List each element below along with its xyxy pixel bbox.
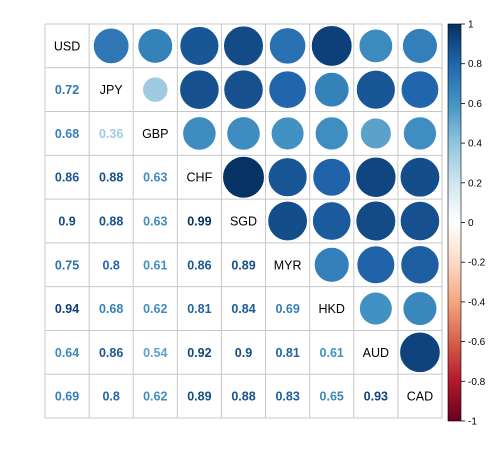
- correlation-value-label: 0.63: [143, 215, 167, 229]
- variable-label: CAD: [407, 390, 433, 404]
- correlation-circle: [268, 201, 307, 240]
- correlation-circle: [314, 247, 349, 282]
- correlation-circle: [313, 202, 351, 240]
- correlation-value-label: 0.83: [275, 390, 299, 404]
- correlation-circle: [224, 70, 263, 109]
- correlation-circle: [400, 332, 440, 372]
- correlation-circle: [143, 77, 168, 102]
- correlation-circle: [360, 118, 391, 149]
- correlation-value-label: 0.86: [55, 171, 79, 185]
- correlation-value-label: 0.8: [102, 258, 119, 272]
- correlation-circle: [270, 28, 306, 64]
- correlation-value-label: 0.92: [187, 346, 211, 360]
- color-bar-tick-label: -0.4: [468, 297, 486, 308]
- color-bar-tick-label: -0.2: [468, 258, 486, 269]
- correlation-circle: [268, 158, 307, 197]
- correlation-value-label: 0.61: [143, 258, 167, 272]
- correlation-value-label: 0.81: [275, 346, 299, 360]
- variable-label: AUD: [363, 346, 389, 360]
- correlation-value-label: 0.68: [99, 302, 123, 316]
- correlation-value-label: 0.68: [55, 127, 79, 141]
- correlation-value-label: 0.94: [55, 302, 79, 316]
- color-bar-tick-label: -0.8: [468, 377, 486, 388]
- correlation-value-label: 0.61: [320, 346, 344, 360]
- correlation-value-label: 0.84: [231, 302, 255, 316]
- correlation-value-label: 0.86: [187, 258, 211, 272]
- correlation-circle: [400, 158, 439, 197]
- correlation-circle: [93, 28, 128, 63]
- correlation-circle: [314, 72, 348, 106]
- correlation-circle: [360, 292, 393, 325]
- correlation-circle: [313, 158, 351, 196]
- correlation-value-label: 0.54: [143, 346, 167, 360]
- correlation-value-label: 0.75: [55, 258, 79, 272]
- correlation-circle: [223, 156, 265, 198]
- color-bar-tick-label: 0: [468, 218, 474, 229]
- variable-label: CHF: [187, 171, 213, 185]
- variable-label: GBP: [142, 127, 168, 141]
- variable-label: MYR: [274, 258, 302, 272]
- correlation-circle: [400, 201, 439, 240]
- correlation-circle: [227, 117, 260, 150]
- correlation-value-label: 0.93: [364, 390, 388, 404]
- correlation-value-label: 0.89: [187, 390, 211, 404]
- variable-label: HKD: [319, 302, 345, 316]
- correlation-circle: [357, 246, 395, 284]
- correlation-circle: [401, 246, 439, 284]
- correlation-value-label: 0.62: [143, 390, 167, 404]
- correlation-circle: [356, 201, 396, 241]
- correlation-circle: [359, 29, 392, 62]
- correlation-circle: [403, 29, 438, 64]
- correlation-circle: [403, 292, 437, 326]
- color-bar-tick-label: 0.2: [468, 178, 482, 189]
- variable-label: SGD: [230, 215, 257, 229]
- correlation-circle: [224, 26, 264, 66]
- correlation-value-label: 0.8: [102, 390, 119, 404]
- correlation-value-label: 0.69: [55, 390, 79, 404]
- correlation-circle: [138, 29, 172, 63]
- correlation-value-label: 0.63: [143, 171, 167, 185]
- color-bar-tick-label: 0.8: [468, 59, 482, 70]
- color-bar-tick-label: -1: [468, 417, 477, 428]
- color-bar-tick-label: 0.6: [468, 99, 482, 110]
- correlation-circle: [311, 26, 352, 66]
- correlation-value-label: 0.81: [187, 302, 211, 316]
- correlation-value-label: 0.69: [275, 302, 299, 316]
- correlation-value-label: 0.9: [235, 346, 252, 360]
- color-bar: [448, 24, 461, 421]
- variable-label: USD: [54, 39, 80, 53]
- correlation-circle: [271, 117, 304, 150]
- correlation-circle: [356, 157, 396, 197]
- correlation-circle: [315, 117, 348, 150]
- correlation-value-label: 0.99: [187, 215, 211, 229]
- color-bar-tick-label: 1: [468, 20, 474, 31]
- correlation-value-label: 0.89: [231, 258, 255, 272]
- correlation-circle: [403, 117, 436, 150]
- correlation-circle: [356, 70, 395, 109]
- correlation-value-label: 0.62: [143, 302, 167, 316]
- correlation-value-label: 0.86: [99, 346, 123, 360]
- correlation-circle: [180, 70, 219, 109]
- correlation-circle: [269, 71, 306, 108]
- correlation-value-label: 0.88: [99, 171, 123, 185]
- correlation-circle: [183, 117, 216, 150]
- color-bar-tick-label: -0.6: [468, 337, 486, 348]
- correlation-value-label: 0.72: [55, 83, 79, 97]
- correlation-value-label: 0.88: [231, 390, 255, 404]
- variable-label: JPY: [100, 83, 124, 97]
- correlation-value-label: 0.65: [320, 390, 344, 404]
- correlation-circle: [401, 71, 438, 108]
- correlation-circle: [180, 27, 219, 66]
- correlation-value-label: 0.36: [99, 127, 123, 141]
- correlation-value-label: 0.88: [99, 215, 123, 229]
- correlation-value-label: 0.64: [55, 346, 79, 360]
- color-bar-tick-label: 0.4: [468, 139, 482, 150]
- correlation-value-label: 0.9: [58, 215, 75, 229]
